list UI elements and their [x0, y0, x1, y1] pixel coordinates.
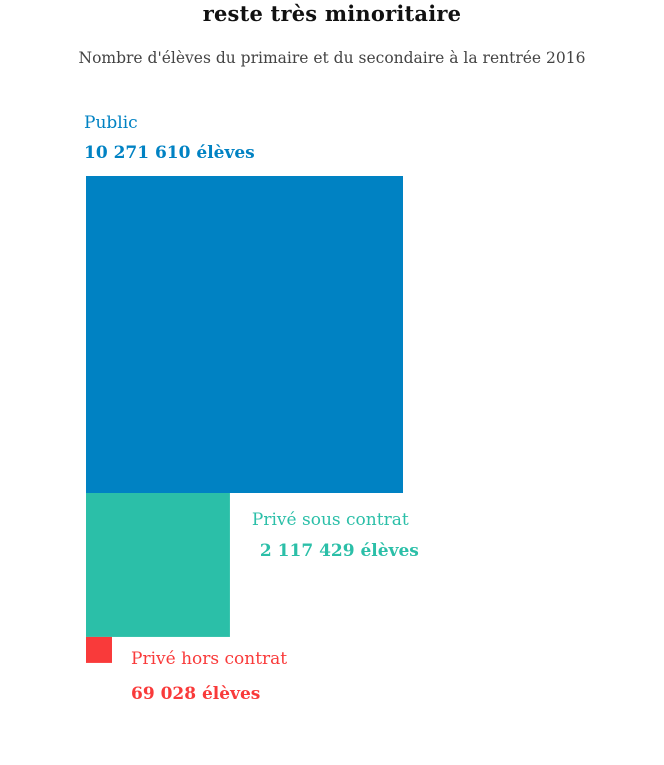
label-name-prive-sous-contrat: Privé sous contrat — [252, 510, 409, 530]
square-prive-sous-contrat — [86, 493, 230, 637]
label-value-public: 10 271 610 élèves — [84, 143, 255, 163]
chart-title: reste très minoritaire — [202, 1, 462, 26]
chart-subtitle: Nombre d'élèves du primaire et du second… — [78, 49, 586, 67]
square-public — [86, 176, 403, 493]
label-name-prive-hors-contrat: Privé hors contrat — [131, 649, 287, 669]
label-name-public: Public — [84, 113, 138, 133]
label-value-prive-hors-contrat: 69 028 élèves — [131, 684, 260, 704]
label-value-prive-sous-contrat: 2 117 429 élèves — [260, 541, 419, 561]
square-prive-hors-contrat — [86, 636, 112, 663]
